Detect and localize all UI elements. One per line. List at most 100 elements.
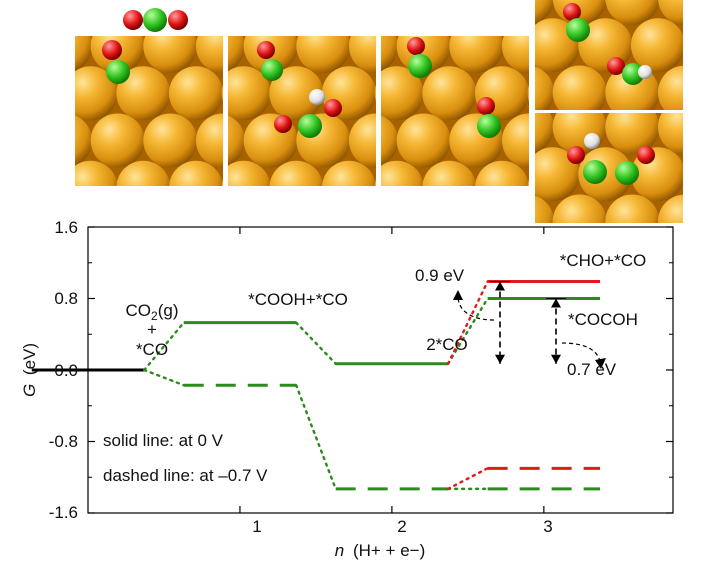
gold-atom xyxy=(535,0,554,24)
svg-text:G (eV): G (eV) xyxy=(20,343,39,397)
hydrogen-atom xyxy=(584,133,600,149)
gold-atom xyxy=(422,160,477,186)
panel-cooh xyxy=(228,36,376,186)
oxygen-atom xyxy=(477,97,495,115)
arrow-head xyxy=(551,354,561,364)
gold-atom xyxy=(296,36,351,73)
panel-co xyxy=(75,36,223,186)
state-label-cocoh: *COCOH xyxy=(568,310,638,329)
x-axis-var: n xyxy=(335,541,344,560)
gold-atom xyxy=(658,0,683,25)
oxygen-atom xyxy=(407,37,425,55)
gold-atom xyxy=(348,36,376,73)
gold-atom xyxy=(348,113,376,168)
barrier-label-cho: 0.9 eV xyxy=(415,266,465,285)
carbon-atom xyxy=(583,160,607,184)
gold-atom xyxy=(143,113,198,168)
legend-solid: solid line: at 0 V xyxy=(103,431,224,450)
gold-atom xyxy=(75,115,92,166)
gold-atom xyxy=(381,160,424,186)
gold-atom xyxy=(552,65,607,110)
y-tick-label: -0.8 xyxy=(49,432,78,451)
state-label-cooh: *COOH+*CO xyxy=(248,290,348,309)
pointer-arrow xyxy=(561,342,601,363)
connector-solid xyxy=(294,321,337,365)
gold-atom xyxy=(228,115,245,166)
carbon-atom xyxy=(615,161,639,185)
gold-atom xyxy=(535,66,554,110)
gold-atom xyxy=(552,194,607,223)
panel-cocoh xyxy=(535,113,717,223)
gas-co2 xyxy=(123,8,188,32)
oxygen-atom xyxy=(274,115,292,133)
gold-atom xyxy=(143,36,198,73)
gold-atom xyxy=(605,113,660,154)
oxygen-atom xyxy=(637,146,655,164)
gold-atom xyxy=(657,113,683,154)
gold-atom xyxy=(684,147,717,201)
gold-atom xyxy=(221,179,223,186)
y-tick-label: 0.0 xyxy=(54,361,78,380)
gold-atom xyxy=(116,66,171,121)
oxygen-atom xyxy=(123,10,143,30)
x-tick-label: 1 xyxy=(252,517,261,536)
gold-atom xyxy=(396,113,451,168)
gold-atom xyxy=(269,66,324,121)
gold-atom xyxy=(381,36,398,72)
oxygen-atom xyxy=(257,41,275,59)
carbon-atom xyxy=(106,60,130,84)
state-label-co: *CO xyxy=(136,340,168,359)
gold-atom xyxy=(422,66,477,121)
gold-atom xyxy=(381,115,398,166)
carbon-atom xyxy=(477,114,501,138)
gold-atom xyxy=(75,36,92,72)
hydrogen-atom xyxy=(309,89,325,105)
state-label-cho: *CHO+*CO xyxy=(560,251,646,270)
x-axis-paren: (H+ + e−) xyxy=(353,541,425,560)
connector-dashed-red xyxy=(446,467,489,491)
x-tick-label: 2 xyxy=(397,517,406,536)
arrow-head xyxy=(495,354,505,364)
gold-atom xyxy=(374,84,376,102)
gold-atom xyxy=(657,194,683,223)
connector-solid xyxy=(143,321,185,372)
carbon-atom xyxy=(408,54,432,78)
connector-solid xyxy=(446,297,489,365)
gold-atom xyxy=(657,65,683,110)
gold-atom xyxy=(475,160,529,186)
gold-atom xyxy=(195,36,223,73)
gold-atom xyxy=(228,160,271,186)
oxygen-atom xyxy=(102,40,122,60)
connector-dashed xyxy=(294,383,337,491)
x-axis-label: n (H+ + e−) xyxy=(335,541,426,560)
gold-atom xyxy=(269,160,324,186)
state-label-plus: + xyxy=(147,320,157,339)
gold-atom xyxy=(75,66,118,121)
energy-diagram: 1.6 0.8 0.0 -0.8 -1.6 1 2 3 n (H+ + e−) … xyxy=(20,218,674,560)
gold-atom xyxy=(605,194,660,223)
gold-atom xyxy=(322,160,376,186)
y-tick-label: 0.8 xyxy=(54,289,78,308)
gold-atom xyxy=(90,113,145,168)
oxygen-atom xyxy=(607,57,625,75)
pointer-arrow-head xyxy=(453,290,463,300)
gold-atom xyxy=(116,160,171,186)
connector-dashed xyxy=(143,368,185,387)
y-axis-unit: (eV) xyxy=(20,343,39,375)
barrier-label-cocoh: 0.7 eV xyxy=(567,360,617,379)
y-tick-label: -1.6 xyxy=(49,503,78,522)
gold-atom xyxy=(535,147,580,202)
carbon-atom xyxy=(566,18,590,42)
carbon-atom xyxy=(261,59,283,81)
carbon-atom xyxy=(622,63,644,85)
state-label-2co: 2*CO xyxy=(426,335,468,354)
gold-atom xyxy=(169,160,223,186)
arrow-head xyxy=(551,298,561,308)
carbon-atom xyxy=(298,114,322,138)
state-label-co2: CO2(g) xyxy=(126,301,179,323)
legend-dashed: dashed line: at –0.7 V xyxy=(103,466,268,485)
panel-2co xyxy=(381,36,529,186)
gold-atom xyxy=(221,84,223,102)
gold-atom xyxy=(501,36,529,73)
